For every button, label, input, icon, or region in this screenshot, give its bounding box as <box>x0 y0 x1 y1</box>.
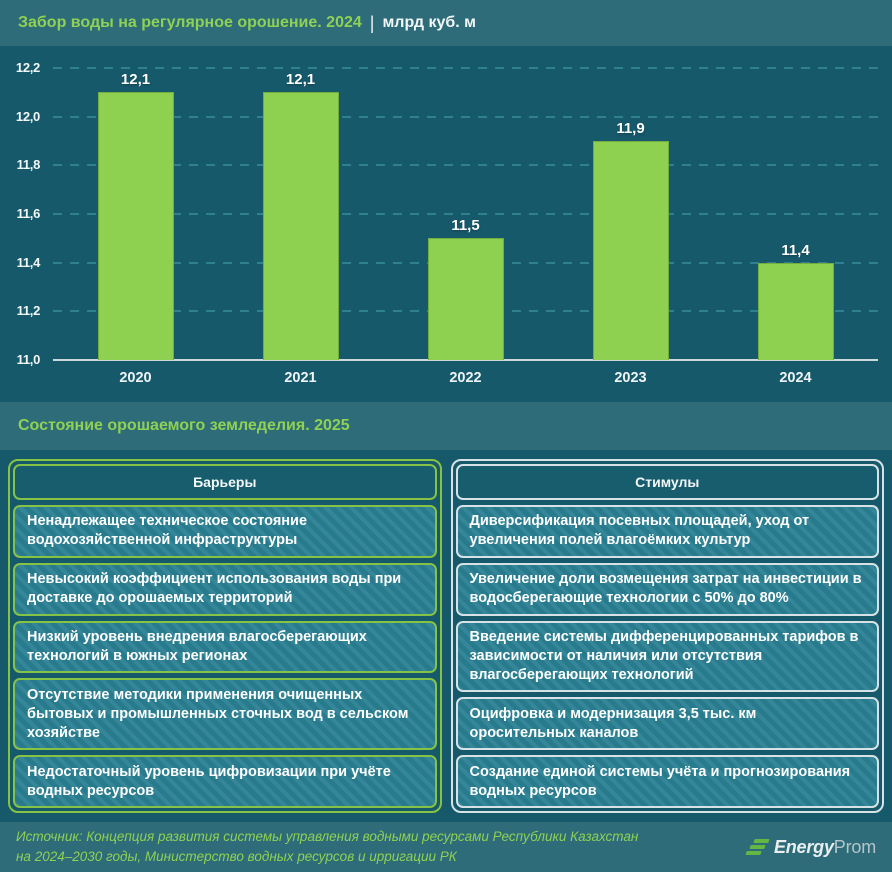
cell-text: Низкий уровень внедрения влагосберегающи… <box>27 628 367 664</box>
cell-text: Диверсификация посевных площадей, уход о… <box>469 513 810 549</box>
barriers-stimuli-table: Барьеры Ненадлежащее техническое состояни… <box>0 450 892 822</box>
bar-slot-2021: 12,1 <box>218 68 383 360</box>
barrier-cell: Ненадлежащее техническое состояние водох… <box>13 505 437 558</box>
bar-slot-2022: 11,5 <box>383 68 548 360</box>
bar-value-label: 11,4 <box>781 241 810 259</box>
x-tick-label-2024: 2024 <box>779 370 812 386</box>
barriers-header: Барьеры <box>13 464 437 500</box>
logo-stripe <box>753 839 770 843</box>
stimulus-cell: Создание единой системы учёта и прогнози… <box>455 755 879 809</box>
barrier-cell: Недостаточный уровень цифровизации при у… <box>13 755 437 809</box>
chart-unit-label: млрд куб. м <box>382 14 476 31</box>
bar-2022 <box>427 238 504 360</box>
bar-value-label: 11,5 <box>451 217 480 235</box>
bar-value-label: 11,9 <box>616 120 645 137</box>
source-line-2: на 2024–2030 годы, Министерство водных р… <box>16 849 457 864</box>
y-tick-label: 11,8 <box>16 157 41 173</box>
title-separator: | <box>369 12 375 33</box>
chart-title-band: Забор воды на регулярное орошение. 2024 … <box>0 0 892 46</box>
gridline <box>53 164 878 167</box>
stimulus-cell: Увеличение доли возмещения затрат на инв… <box>455 562 879 616</box>
bar-2021 <box>262 92 339 360</box>
logo-stripe <box>745 851 762 855</box>
bar-2023 <box>592 141 669 360</box>
x-tick-label-2023: 2023 <box>614 370 647 386</box>
y-tick-label: 12,2 <box>15 60 40 75</box>
logo-text: EnergyProm <box>774 837 876 858</box>
bar-2020 <box>97 92 174 360</box>
stimuli-column: Стимулы Диверсификация посевных площадей,… <box>450 459 884 813</box>
gridline <box>53 115 878 118</box>
section2-title: Состояние орошаемого земледелия. 2025 <box>18 417 350 434</box>
barrier-cell: Низкий уровень внедрения влагосберегающи… <box>13 620 437 674</box>
source-line-1: Источник: Концепция развития системы упр… <box>16 828 639 844</box>
energyprom-logo: EnergyProm <box>745 837 876 858</box>
x-axis-baseline <box>53 359 878 361</box>
cell-text: Оцифровка и модернизация 3,5 тыс. км оро… <box>469 705 757 741</box>
stimulus-cell: Введение системы дифференцированных тари… <box>455 620 879 693</box>
bars-container: 12,1 12,1 11,5 11,9 11,4 <box>53 68 878 360</box>
energyprom-stripes-icon <box>745 839 770 855</box>
logo-stripe <box>749 845 766 849</box>
cell-text: Невысокий коэффициент использования воды… <box>27 571 402 607</box>
barrier-cell: Невысокий коэффициент использования воды… <box>13 562 437 616</box>
y-tick-label: 11,6 <box>16 206 41 221</box>
stimulus-cell: Оцифровка и модернизация 3,5 тыс. км оро… <box>455 697 879 751</box>
bar-slot-2020: 12,1 <box>53 68 218 360</box>
x-tick-label-2021: 2021 <box>284 370 317 386</box>
bar-chart: 12,2 12,0 11,8 11,6 11,4 11,2 11,0 12,1 12,1 11,… <box>0 46 892 402</box>
bar-value-label: 12,1 <box>285 71 316 89</box>
chart-title: Забор воды на регулярное орошение. 2024 <box>18 14 362 31</box>
y-tick-label: 11,0 <box>16 352 41 367</box>
logo-text-energy: Energy <box>773 836 834 857</box>
cell-text: Увеличение доли возмещения затрат на инв… <box>469 571 862 607</box>
x-tick-label-2022: 2022 <box>449 370 482 386</box>
y-tick-label: 12,0 <box>15 108 40 124</box>
y-tick-label: 11,4 <box>16 254 41 270</box>
stimulus-cell: Диверсификация посевных площадей, уход о… <box>455 505 879 558</box>
bar-value-label: 12,1 <box>120 71 151 89</box>
source-note: Источник: Концепция развития системы упр… <box>16 827 638 868</box>
barriers-column: Барьеры Ненадлежащее техническое состояни… <box>8 459 442 813</box>
bar-slot-2023: 11,9 <box>548 68 713 360</box>
x-axis-labels: 2020 2021 2022 2023 2024 <box>53 370 878 386</box>
stimuli-header: Стимулы <box>455 464 879 500</box>
cell-text: Введение системы дифференцированных тари… <box>469 628 859 684</box>
cell-text: Создание единой системы учёта и прогнози… <box>469 763 851 799</box>
y-axis-ticks: 12,2 12,0 11,8 11,6 11,4 11,2 11,0 <box>0 60 46 367</box>
cell-text: Отсутствие методики применения очищенных… <box>27 686 409 741</box>
bar-slot-2024: 11,4 <box>713 68 878 360</box>
barrier-cell: Отсутствие методики применения очищенных… <box>13 678 437 751</box>
section2-title-band: Состояние орошаемого земледелия. 2025 <box>0 402 892 450</box>
logo-text-prom: Prom <box>833 836 876 857</box>
cell-text: Недостаточный уровень цифровизации при у… <box>27 763 391 799</box>
gridline <box>53 213 878 215</box>
gridline <box>53 67 878 69</box>
bar-2024 <box>757 262 834 360</box>
footer-band: Источник: Концепция развития системы упр… <box>0 822 892 872</box>
x-tick-label-2020: 2020 <box>119 370 152 386</box>
plot-area: 12,1 12,1 11,5 11,9 11,4 <box>53 67 878 361</box>
cell-text: Ненадлежащее техническое состояние водох… <box>27 513 308 549</box>
y-tick-label: 11,2 <box>16 303 41 319</box>
